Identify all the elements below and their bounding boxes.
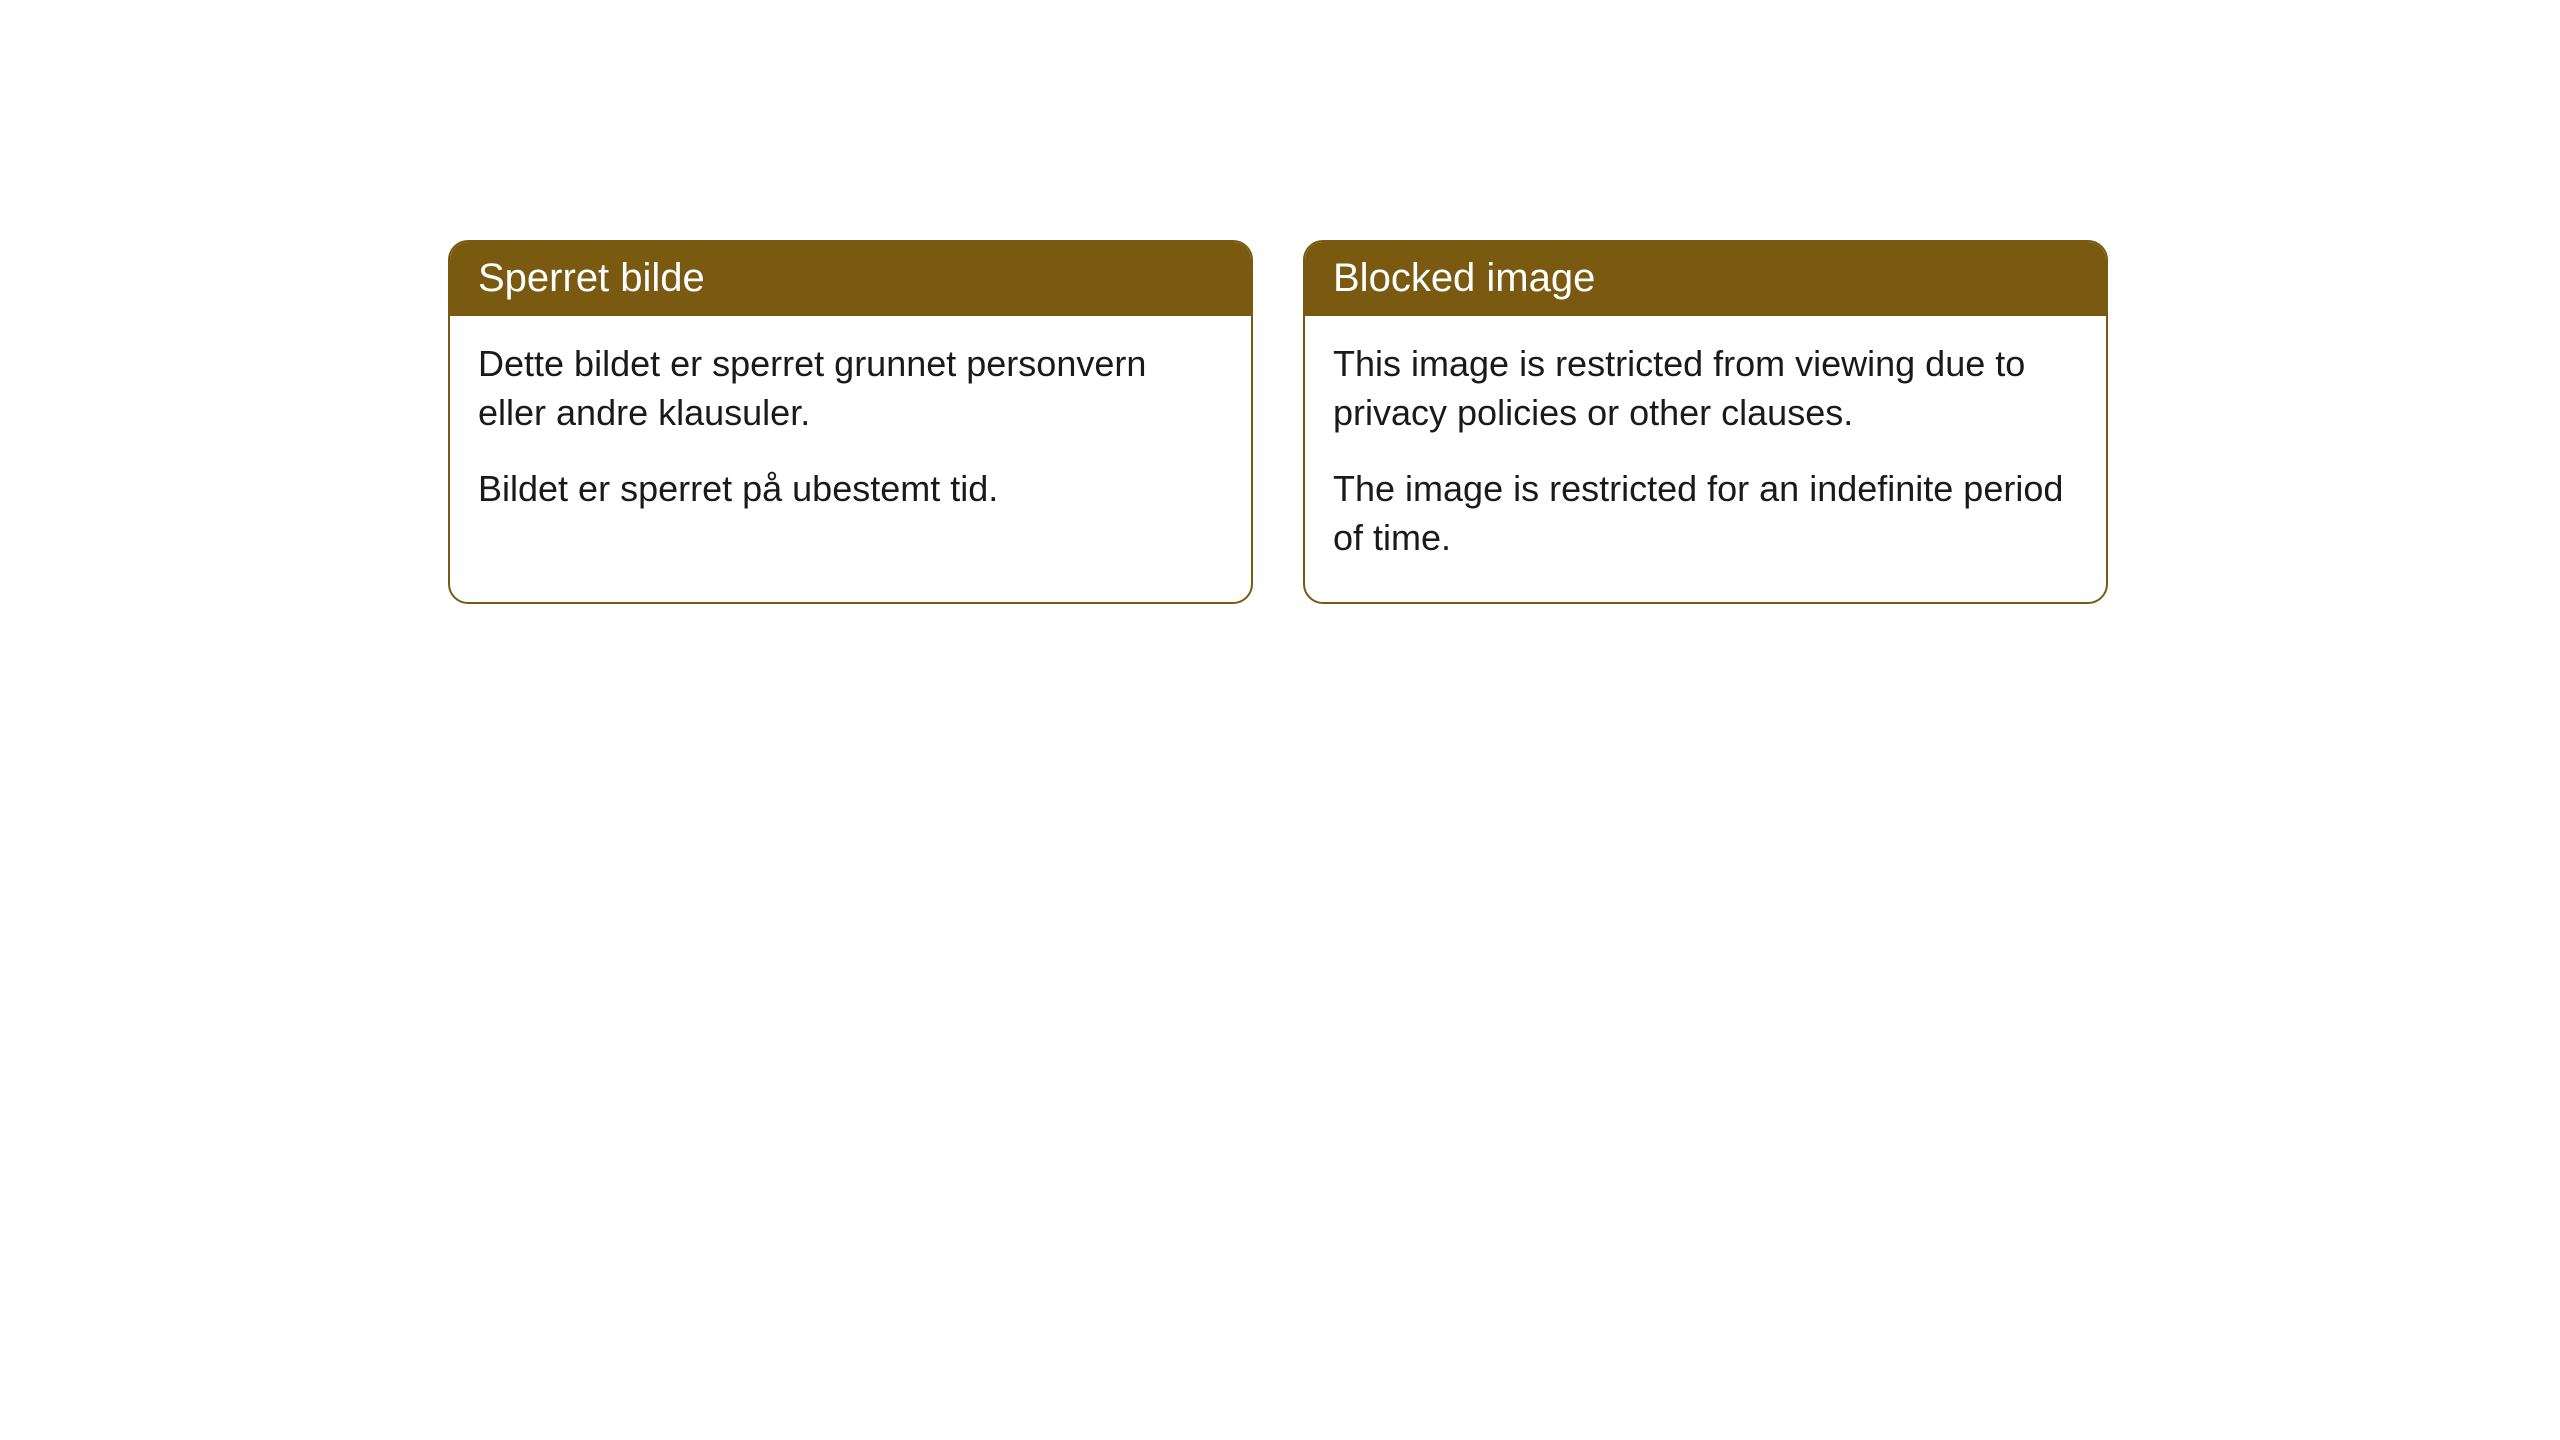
card-header-english: Blocked image xyxy=(1305,242,2106,316)
card-body-english: This image is restricted from viewing du… xyxy=(1305,316,2106,602)
card-header-norwegian: Sperret bilde xyxy=(450,242,1251,316)
card-body-norwegian: Dette bildet er sperret grunnet personve… xyxy=(450,316,1251,554)
card-paragraph-2-english: The image is restricted for an indefinit… xyxy=(1333,465,2078,562)
card-paragraph-1-norwegian: Dette bildet er sperret grunnet personve… xyxy=(478,340,1223,437)
card-paragraph-1-english: This image is restricted from viewing du… xyxy=(1333,340,2078,437)
card-paragraph-2-norwegian: Bildet er sperret på ubestemt tid. xyxy=(478,465,1223,514)
info-card-english: Blocked image This image is restricted f… xyxy=(1303,240,2108,604)
info-card-norwegian: Sperret bilde Dette bildet er sperret gr… xyxy=(448,240,1253,604)
info-cards-container: Sperret bilde Dette bildet er sperret gr… xyxy=(448,240,2108,604)
